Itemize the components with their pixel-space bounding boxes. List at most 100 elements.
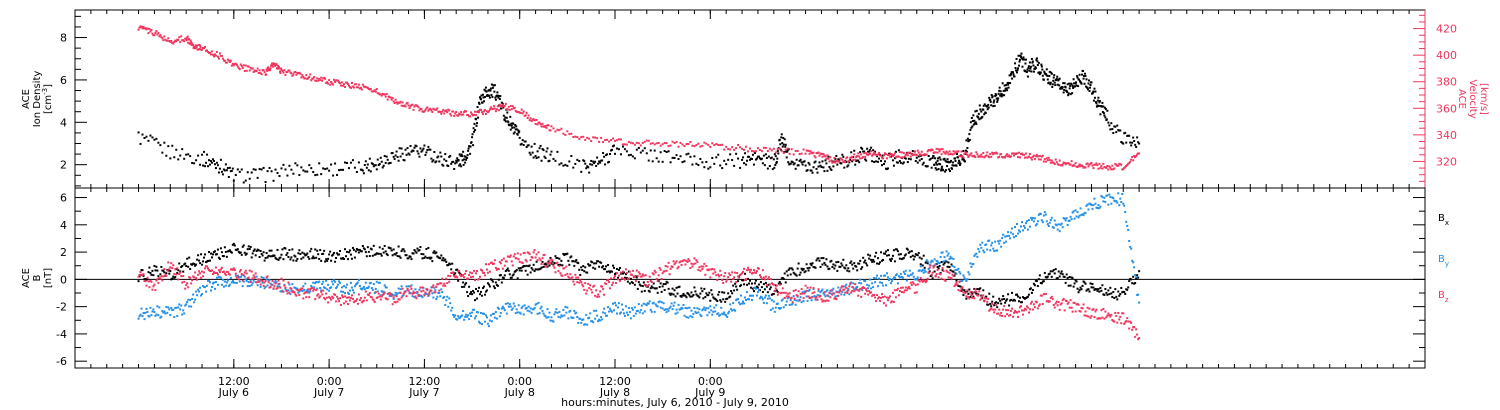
data-point bbox=[158, 306, 161, 309]
data-point bbox=[804, 152, 807, 155]
data-point bbox=[524, 114, 527, 117]
data-point bbox=[786, 147, 789, 150]
data-point bbox=[147, 139, 150, 142]
data-point bbox=[764, 294, 767, 297]
data-point bbox=[698, 266, 701, 269]
data-point bbox=[187, 298, 190, 301]
data-point bbox=[349, 86, 352, 89]
data-point bbox=[728, 310, 731, 313]
data-point bbox=[256, 278, 259, 281]
data-point bbox=[1060, 222, 1063, 225]
data-point bbox=[1015, 69, 1018, 72]
data-point bbox=[785, 300, 788, 303]
data-point bbox=[800, 288, 803, 291]
data-point bbox=[1099, 205, 1102, 208]
data-point bbox=[450, 162, 453, 165]
data-point bbox=[350, 81, 353, 84]
data-point bbox=[209, 281, 211, 284]
data-point bbox=[980, 153, 983, 156]
data-point bbox=[687, 142, 690, 145]
data-point bbox=[791, 301, 794, 304]
data-point bbox=[725, 280, 728, 283]
data-point bbox=[730, 280, 733, 283]
data-point bbox=[513, 106, 516, 109]
data-point bbox=[278, 70, 281, 73]
data-point bbox=[527, 251, 530, 254]
data-point bbox=[419, 286, 422, 289]
data-point bbox=[873, 151, 876, 154]
data-point bbox=[871, 160, 874, 163]
data-point bbox=[409, 255, 412, 258]
data-point bbox=[521, 305, 524, 308]
data-point bbox=[830, 168, 833, 171]
data-point bbox=[480, 269, 483, 272]
data-point bbox=[586, 165, 589, 168]
data-point bbox=[628, 270, 631, 273]
data-point bbox=[380, 295, 383, 298]
data-point bbox=[645, 152, 648, 155]
data-point bbox=[738, 276, 741, 279]
data-point bbox=[956, 283, 959, 286]
data-point bbox=[284, 247, 287, 250]
data-point bbox=[232, 242, 235, 245]
data-point bbox=[383, 284, 386, 287]
data-point bbox=[590, 140, 593, 143]
data-point bbox=[1089, 202, 1092, 205]
data-point bbox=[685, 316, 688, 319]
data-point bbox=[773, 153, 776, 156]
data-point bbox=[378, 246, 381, 249]
data-point bbox=[1015, 235, 1018, 238]
data-point bbox=[892, 300, 895, 303]
data-point bbox=[1119, 197, 1122, 200]
data-point bbox=[276, 172, 279, 175]
data-point bbox=[430, 256, 433, 259]
data-point bbox=[367, 169, 370, 172]
data-point bbox=[1126, 224, 1129, 227]
data-point bbox=[1079, 165, 1082, 168]
data-point bbox=[306, 252, 309, 255]
data-point bbox=[472, 127, 475, 130]
data-point bbox=[940, 261, 943, 264]
data-point bbox=[499, 262, 502, 265]
data-point bbox=[557, 315, 560, 318]
data-point bbox=[245, 272, 248, 275]
data-point bbox=[341, 286, 344, 289]
data-point bbox=[392, 100, 395, 103]
data-point bbox=[187, 153, 190, 156]
data-point bbox=[746, 291, 749, 294]
data-point bbox=[836, 269, 839, 272]
data-point bbox=[266, 256, 269, 259]
data-point bbox=[898, 290, 901, 293]
data-point bbox=[1123, 204, 1126, 207]
data-point bbox=[379, 252, 382, 255]
data-point bbox=[623, 148, 626, 151]
data-point bbox=[1072, 285, 1075, 288]
data-point bbox=[147, 32, 150, 35]
data-point bbox=[749, 271, 751, 274]
data-point bbox=[572, 136, 575, 139]
data-point bbox=[705, 307, 708, 310]
data-point bbox=[645, 304, 648, 307]
data-point bbox=[582, 265, 585, 268]
data-point bbox=[633, 143, 636, 146]
data-point bbox=[1063, 217, 1066, 220]
data-point bbox=[190, 305, 193, 308]
data-point bbox=[858, 155, 861, 158]
data-point bbox=[998, 242, 1001, 245]
data-point bbox=[606, 270, 609, 273]
data-point bbox=[230, 64, 233, 67]
data-point bbox=[454, 314, 457, 317]
data-point bbox=[243, 275, 246, 278]
data-point bbox=[1109, 196, 1112, 199]
data-point bbox=[994, 308, 997, 311]
data-point bbox=[1108, 165, 1111, 168]
data-point bbox=[965, 297, 968, 300]
data-point bbox=[406, 287, 409, 290]
data-point bbox=[948, 272, 951, 275]
panel-1-ylabel-line: Ion Density bbox=[32, 71, 43, 128]
data-point bbox=[1065, 217, 1068, 220]
data-point bbox=[479, 97, 482, 100]
data-point bbox=[358, 298, 361, 301]
data-point bbox=[942, 169, 945, 172]
data-point bbox=[731, 309, 734, 312]
